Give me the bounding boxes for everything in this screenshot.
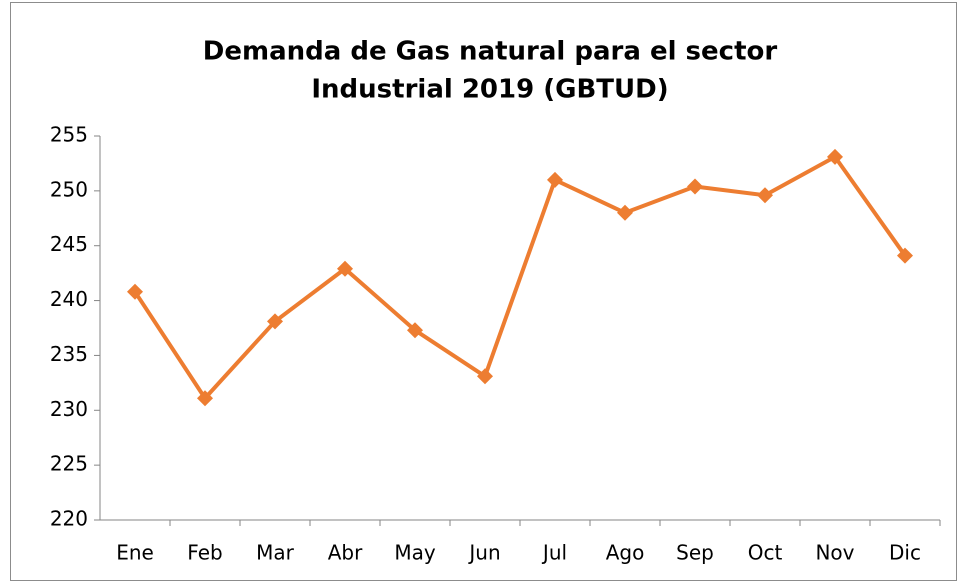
x-tick-label: Jul: [541, 541, 567, 565]
chart-title: Industrial 2019 (GBTUD): [311, 75, 668, 105]
marker: [337, 260, 353, 277]
x-tick-label: Abr: [328, 541, 363, 565]
y-tick-label: 220: [50, 507, 88, 531]
marker: [407, 322, 423, 339]
chart-title: Demanda de Gas natural para el sector: [203, 37, 778, 67]
x-tick-label: Mar: [256, 541, 295, 565]
x-tick-label: Feb: [187, 541, 222, 565]
line-series: [133, 154, 907, 401]
marker: [897, 247, 913, 264]
marker: [687, 178, 703, 195]
x-tick-label: Sep: [676, 541, 714, 565]
marker: [267, 313, 283, 330]
y-tick-label: 245: [50, 232, 88, 256]
y-tick-label: 225: [50, 452, 88, 476]
y-tick-label: 230: [50, 397, 88, 421]
x-tick-label: Nov: [815, 541, 854, 565]
marker: [757, 187, 773, 204]
marker: [477, 368, 493, 385]
marker: [827, 148, 843, 165]
x-tick-label: Ene: [116, 541, 154, 565]
x-tick-label: Dic: [889, 541, 921, 565]
marker: [197, 390, 213, 407]
marker: [127, 283, 143, 300]
chart-border: [10, 2, 957, 581]
y-tick-label: 250: [50, 177, 88, 201]
x-tick-label: Oct: [748, 541, 783, 565]
marker: [617, 204, 633, 221]
y-tick-label: 240: [50, 287, 88, 311]
marker: [547, 171, 563, 188]
y-tick-label: 235: [50, 342, 88, 366]
y-tick-label: 255: [50, 123, 88, 147]
x-tick-label: May: [394, 541, 436, 565]
x-tick-label: Jun: [467, 541, 500, 565]
x-tick-label: Ago: [606, 541, 645, 565]
